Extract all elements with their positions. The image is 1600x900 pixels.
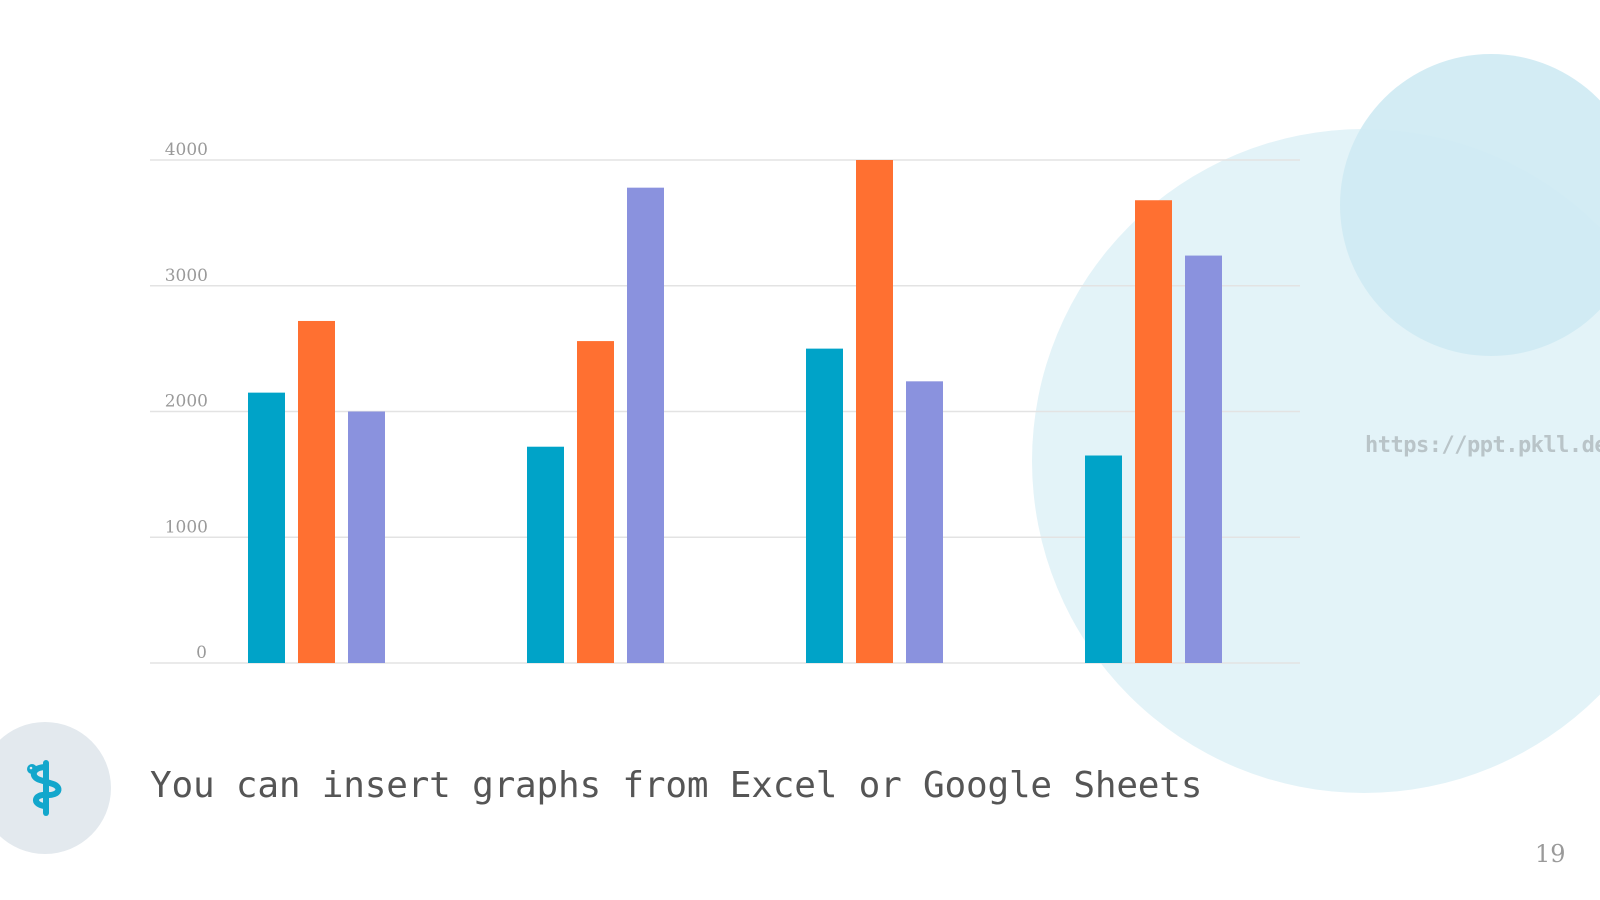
- bar-series-3-group-4: [1185, 255, 1222, 663]
- bar-series-3-group-1: [348, 411, 385, 663]
- bar-series-2-group-2: [577, 341, 614, 663]
- y-tick-label: 3000: [165, 266, 208, 286]
- slide-caption: You can insert graphs from Excel or Goog…: [150, 765, 1203, 806]
- chart-y-axis-ticks: 0 1000 2000 3000 4000: [165, 140, 208, 663]
- y-tick-label: 2000: [165, 392, 208, 412]
- bar-series-2-group-4: [1135, 200, 1172, 664]
- bar-series-3-group-3: [906, 381, 943, 663]
- bar-series-1-group-3: [806, 348, 843, 663]
- bar-series-1-group-4: [1085, 455, 1122, 663]
- bar-series-3-group-2: [627, 187, 664, 664]
- chart-bars: [248, 160, 1222, 664]
- background-circle-small: [1340, 54, 1600, 356]
- bar-series-1-group-1: [248, 392, 285, 663]
- watermark-text: https://ppt.pkll.de: [1365, 433, 1600, 458]
- bar-series-2-group-1: [298, 320, 335, 663]
- bar-series-2-group-3: [856, 160, 893, 663]
- bar-series-1-group-2: [527, 446, 564, 663]
- y-tick-label: 1000: [165, 517, 208, 537]
- y-tick-label: 4000: [165, 140, 208, 160]
- y-tick-label: 0: [196, 643, 207, 663]
- page-number: 19: [1535, 840, 1566, 868]
- medical-snake-icon: [27, 760, 62, 816]
